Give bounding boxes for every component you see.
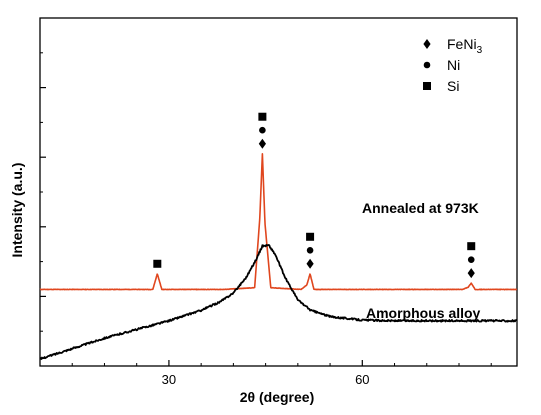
diamond-peak-marker [467, 268, 475, 279]
legend-label: Si [447, 78, 459, 94]
legend-label: Ni [447, 57, 460, 73]
square-peak-marker [153, 259, 162, 268]
peak-markers [153, 112, 476, 279]
amorphous-series-label: Amorphous alloy [366, 305, 481, 321]
square-peak-marker [306, 232, 315, 241]
x-axis-label: 2θ (degree) [240, 389, 314, 405]
circle-legend-icon [423, 61, 431, 69]
circle-peak-marker [259, 126, 266, 134]
axis-ticks: 30 60 [40, 52, 492, 387]
square-peak-marker [258, 112, 267, 121]
circle-peak-marker [467, 256, 475, 263]
x-tick-label: 30 [162, 372, 176, 387]
series-layer [39, 152, 518, 360]
square-peak-marker [467, 242, 476, 251]
y-axis-label: Intensity (a.u.) [9, 163, 25, 258]
circle-peak-marker [306, 246, 314, 254]
square-legend-icon [423, 82, 431, 90]
diamond-peak-marker [306, 258, 314, 269]
annealed-series-label: Annealed at 973K [362, 200, 479, 216]
legend-label: FeNi3 [447, 36, 483, 56]
x-tick-label: 60 [355, 372, 369, 387]
diamond-peak-marker [258, 138, 266, 149]
diamond-legend-icon [423, 39, 431, 49]
series-labels: Annealed at 973K Amorphous alloy [362, 200, 481, 321]
annealed-series-line [39, 152, 518, 291]
amorphous-series-line [39, 243, 518, 360]
